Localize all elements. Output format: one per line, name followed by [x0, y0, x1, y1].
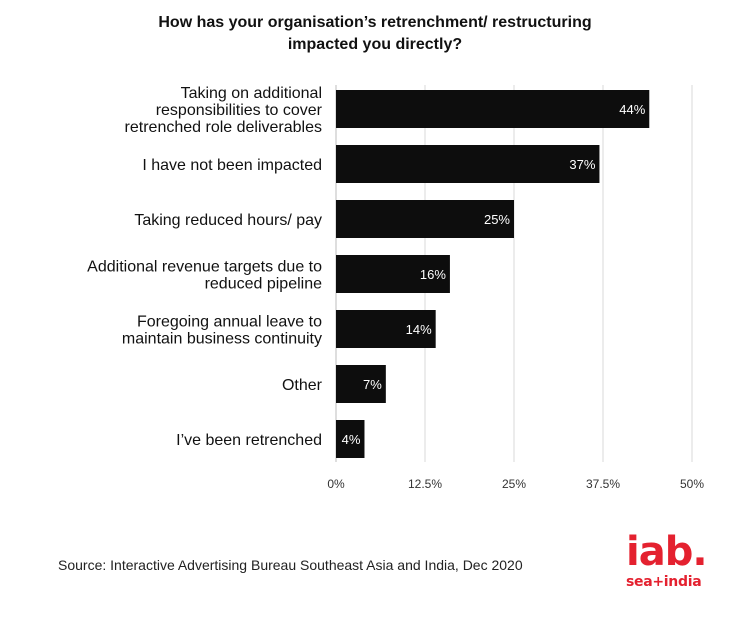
- source-note: Source: Interactive Advertising Bureau S…: [58, 557, 523, 573]
- category-label-line: responsibilities to cover: [156, 102, 323, 119]
- category-label-line: Other: [282, 377, 323, 394]
- iab-logo: iab. sea+india: [622, 530, 722, 600]
- bar: [336, 365, 386, 403]
- category-label-line: Taking reduced hours/ pay: [134, 212, 322, 229]
- iab-logo-subtitle: sea+india: [626, 574, 702, 590]
- bar-value-label: 14%: [406, 322, 432, 337]
- bar-value-label: 16%: [420, 267, 446, 282]
- category-label-line: Foregoing annual leave to: [137, 314, 322, 331]
- x-tick-label: 25%: [502, 477, 526, 491]
- bar: [336, 420, 365, 458]
- category-label-line: reduced pipeline: [205, 276, 323, 293]
- category-label-line: I have not been impacted: [142, 157, 322, 174]
- category-label-line: Additional revenue targets due to: [87, 259, 322, 276]
- category-label: Other: [282, 377, 323, 394]
- bar: [336, 310, 436, 348]
- chart-title-line-1: How has your organisation’s retrenchment…: [158, 14, 592, 31]
- bar: [336, 90, 650, 128]
- bar: [336, 145, 600, 183]
- chart-title-line-2: impacted you directly?: [287, 36, 463, 53]
- bar-value-label: 7%: [363, 377, 382, 392]
- category-label: Taking on additional responsibilities to …: [125, 85, 323, 136]
- x-tick-label: 12.5%: [408, 477, 442, 491]
- chart-title: How has your organisation’s retrenchment…: [0, 12, 750, 56]
- category-label-line: Taking on additional: [181, 85, 322, 102]
- bar: [336, 255, 450, 293]
- category-label-line: retrenched role deliverables: [125, 119, 322, 136]
- x-tick-label: 50%: [680, 477, 704, 491]
- category-label-line: maintain business continuity: [122, 331, 322, 348]
- iab-logo-mark: iab.: [626, 529, 708, 575]
- bar-value-label: 44%: [619, 102, 645, 117]
- bar-value-label: 25%: [484, 212, 510, 227]
- x-tick-label: 37.5%: [586, 477, 620, 491]
- category-label: Foregoing annual leave to maintain busine…: [122, 314, 322, 348]
- category-label-line: I’ve been retrenched: [176, 432, 322, 449]
- bar-value-label: 4%: [342, 432, 361, 447]
- x-tick-label: 0%: [327, 477, 345, 491]
- category-label: Additional revenue targets due to reduced…: [87, 259, 322, 293]
- bar-value-label: 37%: [569, 157, 595, 172]
- category-label: I have not been impacted: [142, 157, 322, 174]
- category-label: I’ve been retrenched: [176, 432, 322, 449]
- bar: [336, 200, 514, 238]
- bar-chart: 0% 12.5% 25% 37.5% 50% 44% Taking on additiona…: [87, 85, 704, 491]
- category-label: Taking reduced hours/ pay: [134, 212, 322, 229]
